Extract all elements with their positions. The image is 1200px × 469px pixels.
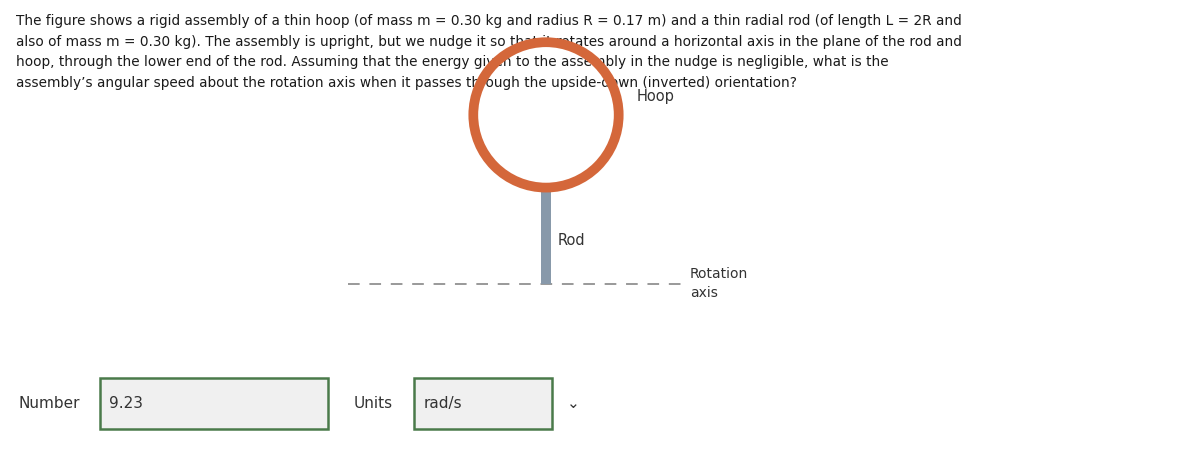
Text: Rod: Rod xyxy=(558,233,586,248)
FancyBboxPatch shape xyxy=(100,378,328,429)
Text: 9.23: 9.23 xyxy=(109,396,143,411)
Text: ⌄: ⌄ xyxy=(566,396,580,411)
Text: axis: axis xyxy=(690,286,718,300)
Text: Units: Units xyxy=(354,396,394,411)
Text: Hoop: Hoop xyxy=(637,89,674,104)
Text: Rotation: Rotation xyxy=(690,267,749,281)
Text: Number: Number xyxy=(18,396,79,411)
Text: The figure shows a rigid assembly of a thin hoop (of mass m = 0.30 kg and radius: The figure shows a rigid assembly of a t… xyxy=(16,14,961,90)
Text: rad/s: rad/s xyxy=(424,396,462,411)
FancyBboxPatch shape xyxy=(414,378,552,429)
FancyBboxPatch shape xyxy=(541,188,551,284)
